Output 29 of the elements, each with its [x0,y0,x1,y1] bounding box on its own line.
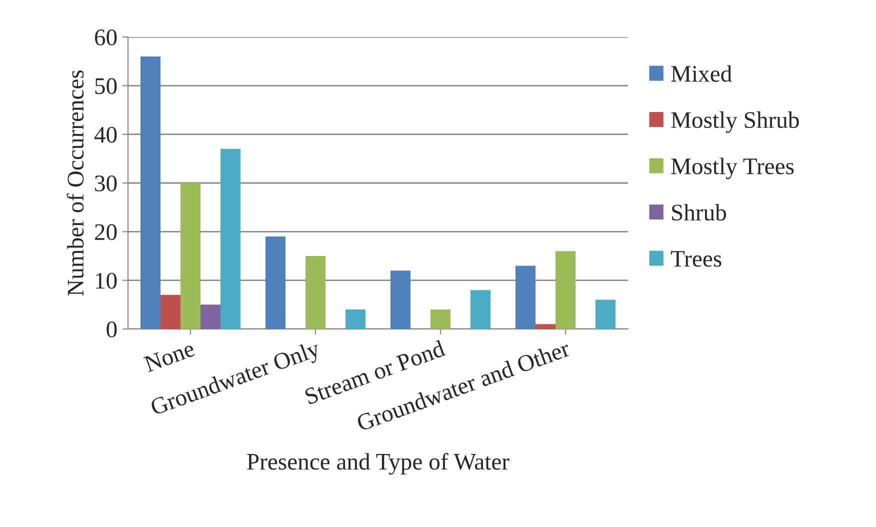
bar [516,266,536,329]
bar [140,56,160,329]
legend-label: Mixed [671,65,732,82]
y-tick-label: 40 [94,126,117,143]
y-axis-title: Number of Occurrences [66,70,84,296]
bar [220,148,240,329]
bar [180,183,200,329]
bar [200,304,220,329]
y-tick-label: 20 [95,224,117,240]
y-tick-label: 60 [94,29,117,46]
bar [596,300,616,329]
bar [430,310,450,329]
bar [470,290,490,329]
legend-label: Shrub [672,204,726,221]
legend-label: Mostly Trees [671,158,794,180]
bar [306,256,326,329]
legend-label: Trees [670,251,722,267]
y-tick-label: 10 [96,272,117,289]
bar [556,251,576,329]
bar [536,324,556,329]
bar [266,236,286,329]
y-tick-label: 0 [106,321,117,338]
x-axis-title: Presence and Type of Water [247,452,510,475]
legend-label: Mostly Shrub [671,111,799,133]
bar [346,310,366,329]
y-tick-label: 50 [95,78,117,94]
y-tick-label: 30 [95,175,117,192]
bar [160,294,180,329]
bar [390,270,410,329]
